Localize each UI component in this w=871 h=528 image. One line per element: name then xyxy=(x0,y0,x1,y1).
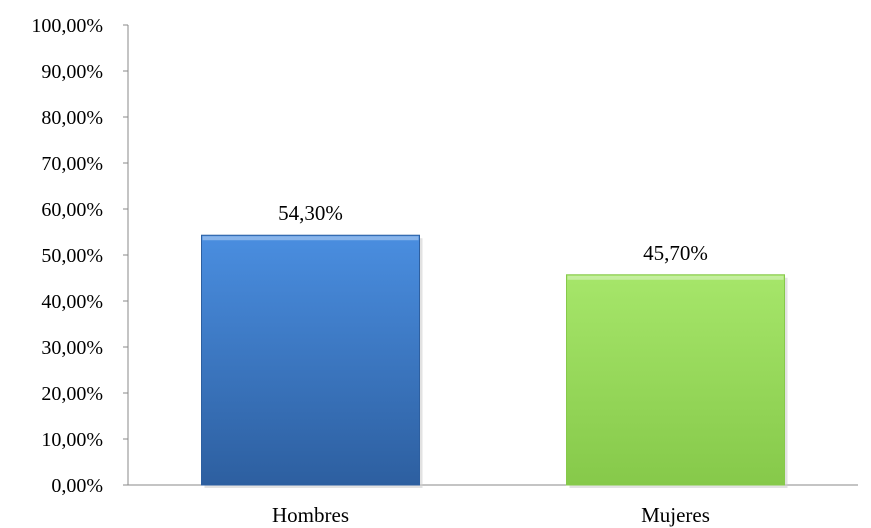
bar-hombres xyxy=(201,234,420,486)
x-category-label: Hombres xyxy=(272,503,349,527)
y-tick-label: 60,00% xyxy=(41,199,103,221)
y-tick-label: 90,00% xyxy=(41,61,103,83)
bar-bevel xyxy=(202,236,419,241)
y-tick-label: 50,00% xyxy=(41,245,103,267)
data-labels: 54,30% 45,70% xyxy=(278,201,708,265)
x-category-label: Mujeres xyxy=(641,503,710,527)
y-axis: 0,00% 10,00% 20,00% 30,00% 40,00% 50,00% 60,00… xyxy=(31,15,129,497)
y-tick-label: 20,00% xyxy=(41,383,103,405)
data-label-mujeres: 45,70% xyxy=(643,241,708,265)
y-tick-label: 0,00% xyxy=(51,475,103,497)
y-tick-label: 30,00% xyxy=(41,337,103,359)
bars xyxy=(201,234,788,488)
y-tick-label: 70,00% xyxy=(41,153,103,175)
x-axis: Hombres Mujeres xyxy=(128,484,858,527)
bar-mujeres xyxy=(566,274,785,486)
bar-bevel xyxy=(567,275,784,280)
data-label-hombres: 54,30% xyxy=(278,201,343,225)
y-tick-label: 10,00% xyxy=(41,429,103,451)
y-tick-label: 100,00% xyxy=(31,15,103,37)
y-tick-label: 80,00% xyxy=(41,107,103,129)
y-tick-label: 40,00% xyxy=(41,291,103,313)
